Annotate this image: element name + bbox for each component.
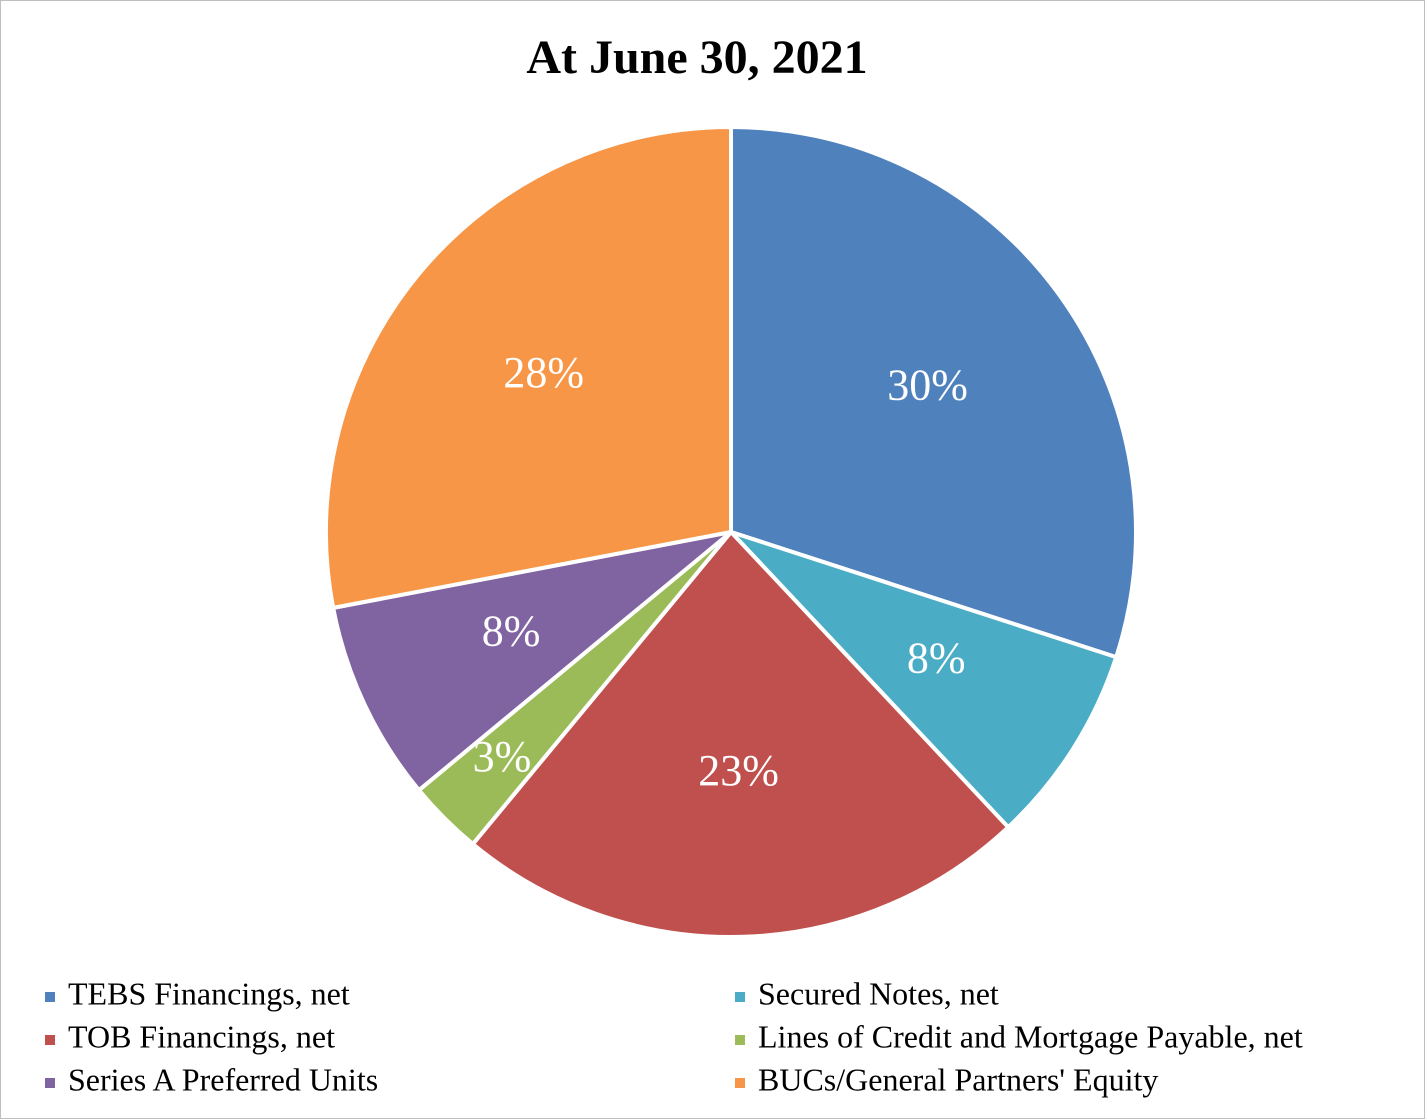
pie-slice	[729, 124, 1138, 660]
legend-swatch	[735, 992, 745, 1002]
legend-label: TOB Financings, net	[68, 1018, 335, 1054]
legend-swatch	[735, 1035, 745, 1045]
data-label: 23%	[698, 746, 779, 795]
legend-swatch	[45, 1078, 55, 1088]
legend-label: Series A Preferred Units	[68, 1061, 378, 1097]
legend-label: Secured Notes, net	[758, 975, 999, 1011]
data-label: 8%	[482, 607, 541, 656]
legend-swatch	[735, 1078, 745, 1088]
legend-swatch	[45, 992, 55, 1002]
data-label: 3%	[473, 732, 532, 781]
legend-label: TEBS Financings, net	[68, 975, 350, 1011]
chart-title: At June 30, 2021	[526, 31, 867, 84]
legend-swatch	[45, 1035, 55, 1045]
data-label: 30%	[887, 360, 968, 409]
pie-slice	[330, 530, 733, 793]
pie-slice	[470, 528, 1012, 939]
data-label: 28%	[503, 348, 584, 397]
legend-label: Lines of Credit and Mortgage Payable, ne…	[758, 1018, 1303, 1054]
data-label: 8%	[907, 633, 966, 682]
pie-slice	[324, 124, 733, 611]
legend-label: BUCs/General Partners' Equity	[758, 1061, 1158, 1097]
pie-slice	[729, 530, 1119, 831]
